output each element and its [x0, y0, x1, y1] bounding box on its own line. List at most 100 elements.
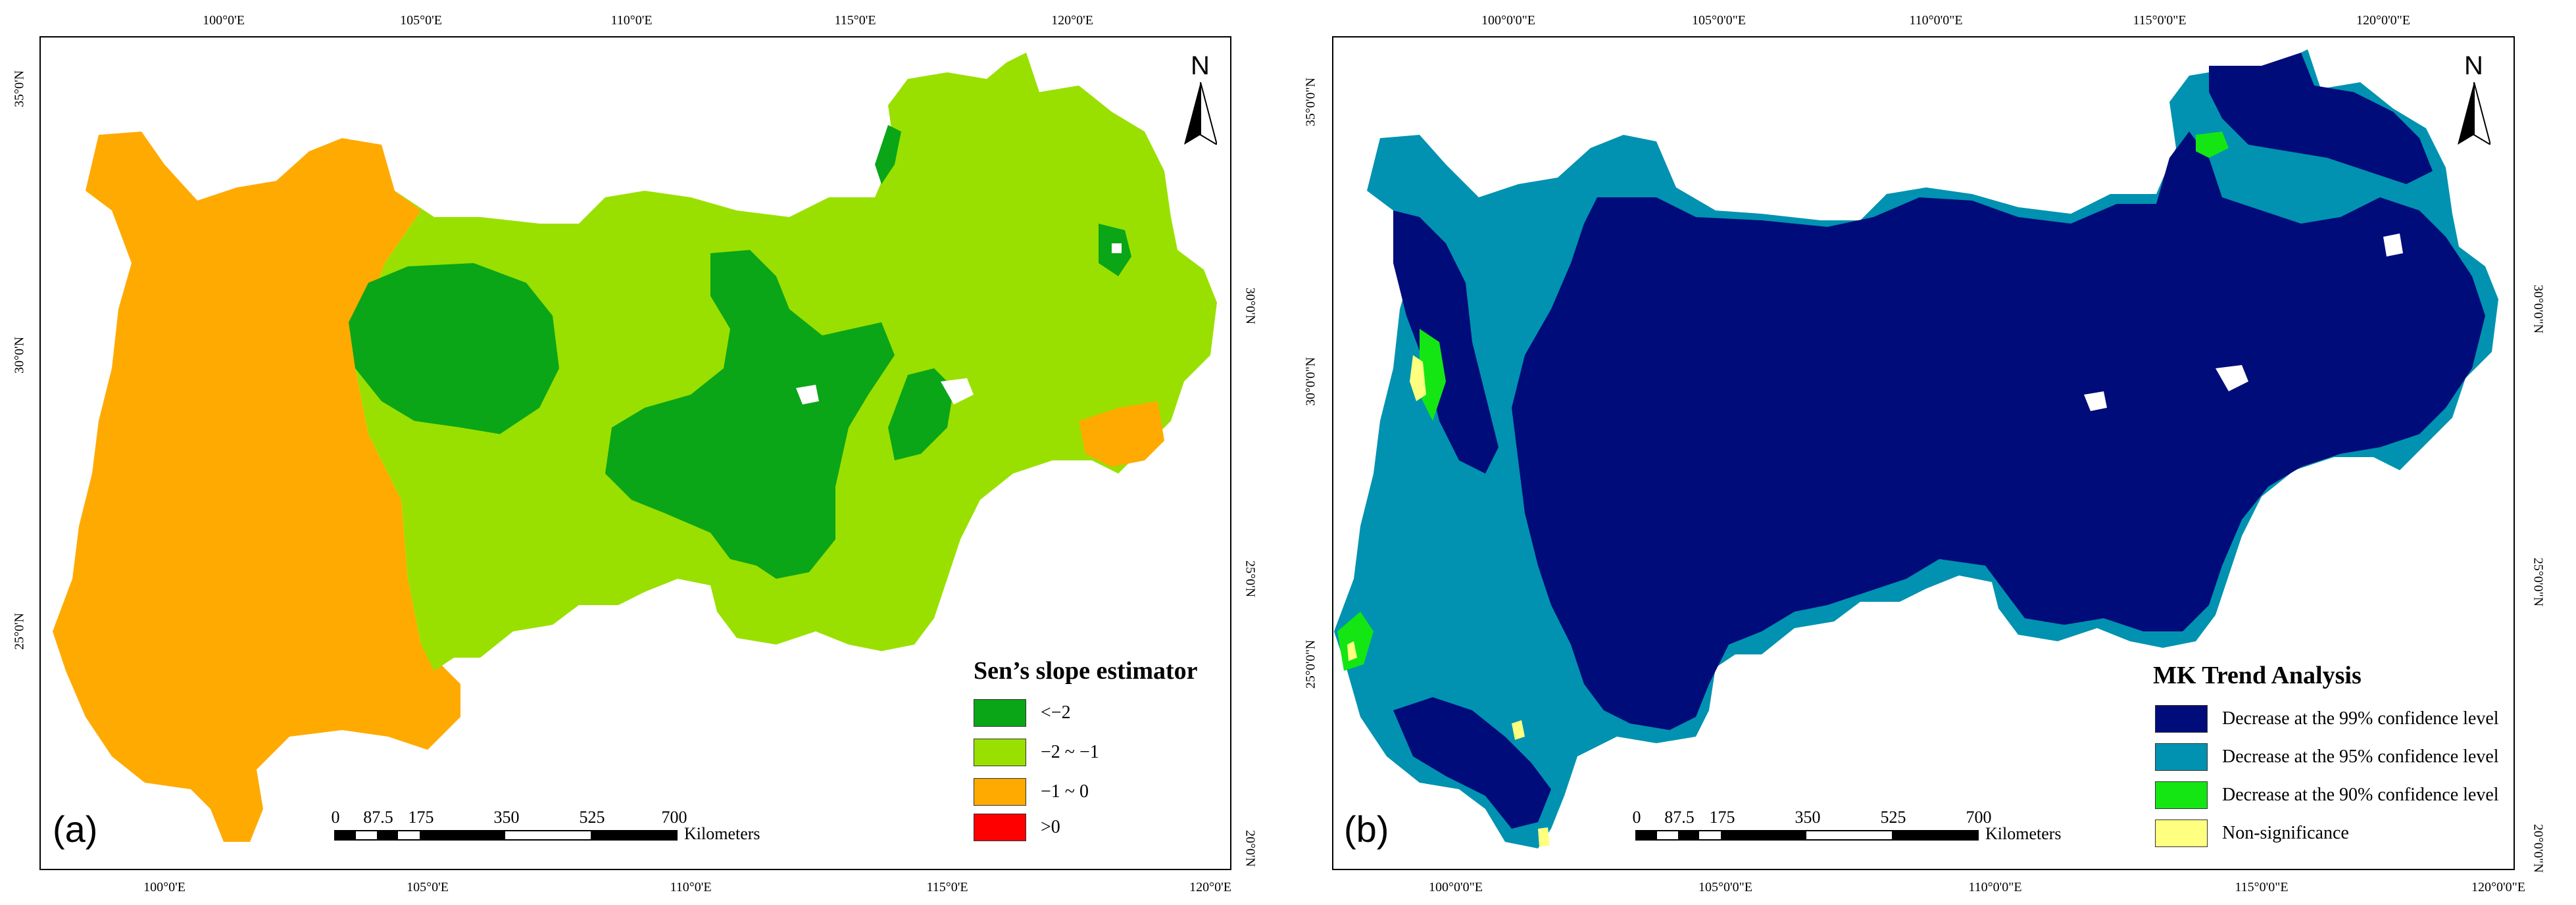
- lat-tick-right-3: 20°0'0"N: [2531, 823, 2546, 873]
- legend-title-a: Sen’s slope estimator: [974, 657, 1198, 685]
- legend-item-b-4: Non-significance: [2155, 819, 2349, 847]
- lon-tick-bottom-3: 110°0'E: [670, 880, 712, 894]
- lon-tick-top-3: 110°0'E: [610, 13, 653, 28]
- lon-tick-top-5: 120°0'0"E: [2356, 13, 2410, 28]
- lat-tick-left-2: 30°0'0"N: [1303, 356, 1318, 406]
- region-less-than-minus2-central: [605, 250, 895, 579]
- scale-tick-label: 700: [661, 808, 687, 827]
- lon-tick-bottom-2: 105°0'0"E: [1698, 880, 1752, 894]
- lat-tick-right-3: 20°0'N: [1243, 829, 1258, 868]
- legend-swatch: [974, 699, 1026, 727]
- scale-unit-b: Kilometers: [1985, 824, 2062, 843]
- legend-swatch: [974, 814, 1026, 841]
- region-90-confidence-west: [1337, 612, 1374, 671]
- legend-item-a-1: <−2: [974, 699, 1071, 727]
- legend-title-b: MK Trend Analysis: [2153, 662, 2362, 689]
- legend-label: Non-significance: [2222, 823, 2349, 843]
- lon-tick-top-2: 105°0'0"E: [1692, 13, 1746, 28]
- lon-tick-bottom-5: 120°0'E: [1189, 880, 1231, 894]
- scale-tick-label: 175: [408, 808, 434, 827]
- legend-swatch: [2155, 781, 2208, 809]
- legend-swatch: [974, 739, 1026, 766]
- lake-3: [1112, 243, 1122, 253]
- lon-tick-top-5: 120°0'E: [1051, 13, 1093, 28]
- panel-label-a: (a): [53, 808, 98, 850]
- scale-tick-label: 0: [1632, 808, 1641, 827]
- lat-tick-right-1: 30°0'0"N: [2531, 284, 2546, 334]
- legend-label: Decrease at the 95% confidence level: [2222, 746, 2499, 767]
- scale-tick-label: 0: [331, 808, 340, 827]
- lon-tick-top-2: 105°0'E: [400, 13, 442, 28]
- map-panel-a: 100°0'E 105°0'E 110°0'E 115°0'E 120°0'E …: [12, 13, 1258, 894]
- lon-tick-bottom-1: 100°0'E: [143, 880, 186, 894]
- legend-label: <−2: [1041, 702, 1071, 723]
- panel-label-b: (b): [1344, 808, 1389, 850]
- lon-tick-top-1: 100°0'0"E: [1481, 13, 1535, 28]
- lon-tick-bottom-1: 100°0'0"E: [1429, 880, 1483, 894]
- north-arrow-icon: [1184, 82, 1217, 145]
- lake-3: [2383, 233, 2403, 257]
- scale-unit-a: Kilometers: [684, 824, 760, 843]
- north-arrow-icon: [2458, 82, 2490, 145]
- region-99-confidence-north: [2209, 53, 2433, 184]
- region-nonsignificance-4: [1538, 827, 1550, 847]
- legend-item-a-4: >0: [974, 814, 1060, 841]
- legend-label: −2 ~ −1: [1041, 742, 1099, 762]
- map-panel-b: 100°0'0"E 105°0'0"E 110°0'0"E 115°0'0"E …: [1288, 0, 2576, 905]
- scale-tick-label: 175: [1709, 808, 1735, 827]
- lat-tick-left-3: 25°0'N: [12, 612, 27, 650]
- north-label-a: N: [1191, 51, 1210, 80]
- scale-tick-label: 87.5: [363, 808, 393, 827]
- scale-tick-label: 700: [1966, 808, 1992, 827]
- lat-tick-left-3: 25°0'0"N: [1303, 639, 1318, 689]
- scale-bar-a: [334, 830, 678, 841]
- map-area-b: [1334, 49, 2498, 848]
- lat-tick-left-1: 35°0'N: [12, 70, 27, 108]
- lake-1: [941, 378, 974, 404]
- lon-tick-bottom-4: 115°0'0"E: [2235, 880, 2289, 894]
- region-99-confidence-south: [1393, 697, 1551, 829]
- lat-tick-right-2: 25°0'N: [1243, 560, 1258, 598]
- scale-tick-label: 87.5: [1664, 808, 1695, 827]
- lon-tick-top-3: 110°0'0"E: [1909, 13, 1963, 28]
- scale-tick-label: 525: [579, 808, 605, 827]
- lon-tick-top-4: 115°0'E: [834, 13, 876, 28]
- scale-tick-label: 525: [1880, 808, 1906, 827]
- legend-swatch: [2155, 743, 2208, 771]
- legend-label: Decrease at the 99% confidence level: [2222, 708, 2499, 729]
- scale-tick-label: 350: [1795, 808, 1821, 827]
- legend-label: −1 ~ 0: [1041, 781, 1089, 802]
- region-minus1-0-southeast: [1079, 401, 1164, 467]
- scale-bar-b: [1635, 830, 1979, 841]
- lon-tick-top-1: 100°0'E: [203, 13, 245, 28]
- legend-item-b-1: Decrease at the 99% confidence level: [2155, 705, 2499, 733]
- region-99-confidence-west: [1393, 210, 1499, 474]
- lat-tick-left-2: 30°0'N: [12, 336, 27, 374]
- north-label-b: N: [2464, 51, 2483, 80]
- region-90-confidence-sw: [1420, 329, 1446, 421]
- region-less-than-minus2-east: [888, 368, 954, 460]
- legend-item-a-2: −2 ~ −1: [974, 739, 1099, 766]
- lat-tick-left-1: 35°0'0"N: [1303, 77, 1318, 127]
- lon-tick-bottom-2: 105°0'E: [407, 880, 449, 894]
- legend-item-b-2: Decrease at the 95% confidence level: [2155, 743, 2499, 771]
- lat-tick-right-2: 25°0'0"N: [2531, 557, 2546, 607]
- legend-item-b-3: Decrease at the 90% confidence level: [2155, 781, 2499, 809]
- region-less-than-minus2-west: [349, 263, 559, 434]
- legend-swatch: [2155, 705, 2208, 733]
- lon-tick-top-4: 115°0'0"E: [2133, 13, 2187, 28]
- lake-1: [2216, 365, 2248, 391]
- map-area-a: [53, 53, 1217, 842]
- region-nonsignificance-1: [1410, 355, 1426, 401]
- region-nonsignificance-2: [1347, 641, 1357, 661]
- lon-tick-bottom-3: 110°0'0"E: [1968, 880, 2022, 894]
- legend-swatch: [974, 778, 1026, 806]
- scale-tick-label: 350: [493, 808, 520, 827]
- lake-2: [2084, 391, 2107, 411]
- legend-swatch: [2155, 819, 2208, 847]
- lon-tick-bottom-4: 115°0'E: [926, 880, 968, 894]
- region-90-confidence-north: [2196, 132, 2229, 158]
- region-nonsignificance-3: [1512, 720, 1525, 740]
- legend-label: Decrease at the 90% confidence level: [2222, 785, 2499, 805]
- region-99-confidence-main: [1512, 132, 2485, 730]
